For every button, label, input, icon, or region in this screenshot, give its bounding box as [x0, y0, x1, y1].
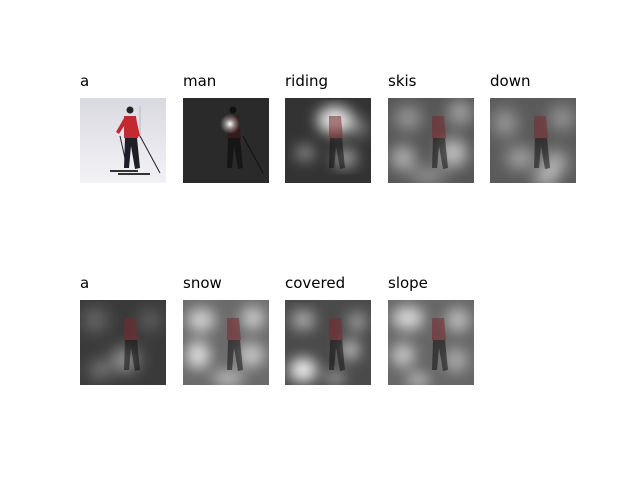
attention-map [183, 300, 269, 385]
attention-map [490, 98, 576, 183]
attention-map [80, 300, 166, 385]
caption-word: covered [285, 274, 346, 292]
caption-word: skis [388, 72, 417, 90]
caption-word: a [80, 274, 90, 292]
caption-word: riding [285, 72, 329, 90]
attention-map [183, 98, 269, 183]
caption-word: slope [388, 274, 428, 292]
caption-word: down [490, 72, 531, 90]
attention-map [388, 300, 474, 385]
caption-word: snow [183, 274, 222, 292]
attention-map [388, 98, 474, 183]
attention-map [285, 98, 371, 183]
photo-original [80, 98, 166, 183]
attention-map [285, 300, 371, 385]
caption-word: a [80, 72, 90, 90]
caption-word: man [183, 72, 217, 90]
